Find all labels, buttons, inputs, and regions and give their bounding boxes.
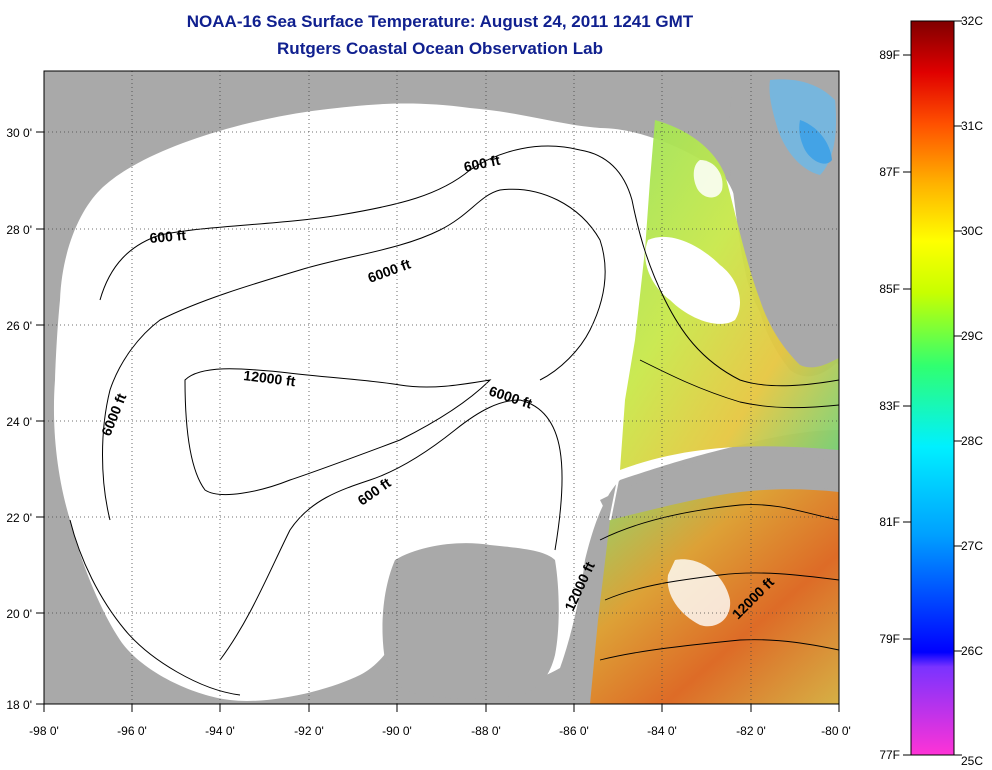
colorbar-c-label: 26C [961,644,983,658]
axis-ticks [36,131,840,712]
swath-edge [609,469,621,521]
contour-label: 12000 ft [243,367,297,389]
lat-label: 18 0' [6,698,32,712]
lon-label: -92 0' [294,724,324,738]
colorbar-f-label: 77F [879,748,900,762]
colorbar-gradient [910,20,955,756]
lat-label: 20 0' [6,607,32,621]
colorbar-f-label: 87F [879,165,900,179]
lon-label: -90 0' [382,724,412,738]
colorbar-f-label: 89F [879,48,900,62]
contour-florida [639,359,839,409]
lon-label: -88 0' [471,724,501,738]
map-title: NOAA-16 Sea Surface Temperature: August … [186,12,694,31]
colorbar-c-label: 27C [961,539,983,553]
colorbar-c-label: 30C [961,224,983,238]
cuba-land [600,448,839,520]
map-subtitle: Rutgers Coastal Ocean Observation Lab [277,39,603,58]
contour-label: 600 ft [149,227,187,246]
contour-600ft [99,145,839,387]
cloud-patch [645,236,740,324]
colorbar: 89F 87F 85F 83F 81F 79F 77F 32C 31C 30C … [879,14,983,768]
gulf-water [53,103,839,701]
colorbar-f-label: 83F [879,399,900,413]
sst-fragment-atlantic [799,120,832,164]
colorbar-c-label: 31C [961,119,983,133]
cloud-patch [693,160,723,198]
contour-12000ft [184,368,492,496]
map-panel: -98 0' -96 0' -94 0' -92 0' -90 0' -88 0… [6,70,851,738]
yucatan-land [382,543,559,699]
contour-caribbean [599,504,839,661]
lon-label: -96 0' [117,724,147,738]
lon-label: -86 0' [559,724,589,738]
lat-label: 30 0' [6,126,32,140]
colorbar-f-label: 79F [879,632,900,646]
colorbar-f-label: 81F [879,515,900,529]
contour-coast [69,519,241,696]
lat-label: 28 0' [6,223,32,237]
lon-label: -98 0' [29,724,59,738]
colorbar-c-label: 28C [961,434,983,448]
colorbar-c-label: 29C [961,329,983,343]
graticule [44,71,839,704]
colorbar-f-label: 85F [879,282,900,296]
contour-label: 600 ft [462,152,501,175]
lon-label: -94 0' [205,724,235,738]
colorbar-c-label: 25C [961,754,983,768]
colorbar-c-label: 32C [961,14,983,28]
contour-600ft [219,399,563,661]
lat-label: 24 0' [6,415,32,429]
lat-label: 22 0' [6,511,32,525]
contour-6000ft [102,188,606,521]
map-frame [43,70,840,705]
lon-label: -84 0' [647,724,677,738]
lon-label: -80 0' [821,724,851,738]
lon-label: -82 0' [736,724,766,738]
lat-label: 26 0' [6,319,32,333]
